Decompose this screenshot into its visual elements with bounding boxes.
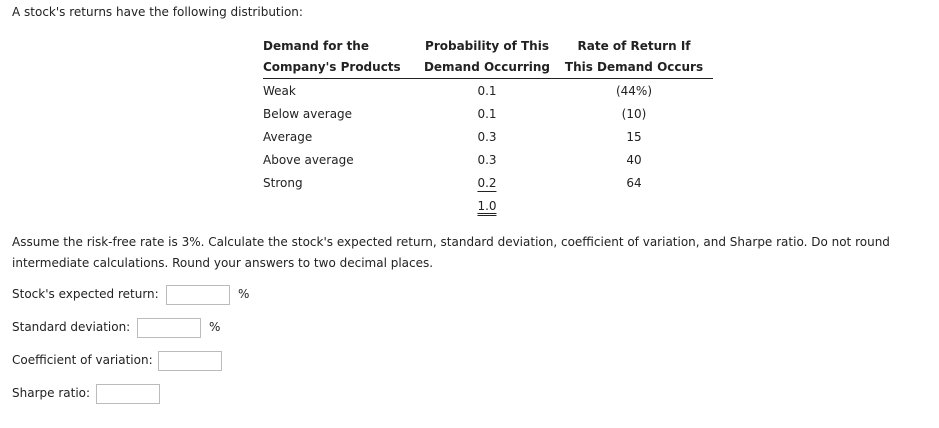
field-label: Stock's expected return: [12,287,159,301]
header-rule [263,78,713,79]
column-header: Rate of Return If [577,39,691,53]
table-cell: 0.2 [477,176,497,192]
table-cell: 0.1 [477,107,497,121]
table-total: 1.0 [477,199,497,216]
column-header: Company's Products [263,60,401,74]
field-label: Standard deviation: [12,320,131,334]
column-header: Demand Occurring [423,60,551,74]
instructions: Assume the risk-free rate is 3%. Calcula… [12,235,890,270]
field-unit: % [238,287,250,301]
table-cell: Weak [263,84,296,98]
table-cell: (10) [621,107,647,121]
intro: A stock's returns have the following dis… [12,5,303,19]
answer-input[interactable] [137,318,201,338]
table-cell: 40 [626,153,642,167]
answer-input[interactable] [96,384,160,404]
table-cell: 15 [626,130,642,144]
field-unit: % [209,320,221,334]
field-label: Sharpe ratio: [12,386,91,400]
column-header: Demand for the [263,39,369,53]
column-header: This Demand Occurs [564,60,704,74]
table-cell: 0.1 [477,84,497,98]
table-cell: Strong [263,176,303,190]
answer-input[interactable] [158,351,222,371]
table-cell: Below average [263,107,353,121]
table-cell: 0.3 [477,130,497,144]
table-cell: (44%) [615,84,653,98]
table-cell: 0.3 [477,153,497,167]
column-header: Probability of This [425,39,549,53]
table-cell: 64 [626,176,642,190]
answer-input[interactable] [166,285,230,305]
field-label: Coefficient of variation: [12,353,153,367]
table-cell: Average [263,130,313,144]
table-cell: Above average [263,153,354,167]
